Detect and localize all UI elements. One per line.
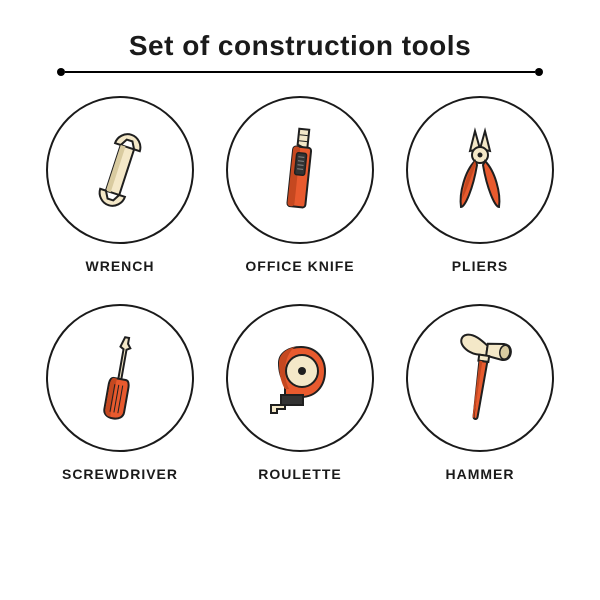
divider-dot-left bbox=[57, 68, 65, 76]
circle-wrench bbox=[46, 96, 194, 244]
infographic-page: Set of construction tools WRENCH bbox=[0, 0, 600, 600]
circle-screwdriver bbox=[46, 304, 194, 452]
label-wrench: WRENCH bbox=[86, 258, 155, 274]
divider-dot-right bbox=[535, 68, 543, 76]
office-knife-icon bbox=[245, 115, 355, 225]
label-pliers: PLIERS bbox=[452, 258, 509, 274]
hammer-icon bbox=[425, 323, 535, 433]
label-roulette: ROULETTE bbox=[258, 466, 341, 482]
screwdriver-icon bbox=[65, 323, 175, 433]
cell-pliers: PLIERS bbox=[406, 96, 554, 274]
cell-roulette: ROULETTE bbox=[226, 304, 374, 482]
cell-screwdriver: SCREWDRIVER bbox=[46, 304, 194, 482]
circle-pliers bbox=[406, 96, 554, 244]
tools-grid: WRENCH bbox=[40, 96, 560, 482]
label-screwdriver: SCREWDRIVER bbox=[62, 466, 178, 482]
divider-line bbox=[65, 71, 535, 73]
wrench-icon bbox=[65, 115, 175, 225]
title-divider bbox=[40, 68, 560, 76]
label-office-knife: OFFICE KNIFE bbox=[245, 258, 354, 274]
cell-hammer: HAMMER bbox=[406, 304, 554, 482]
pliers-icon bbox=[425, 115, 535, 225]
cell-wrench: WRENCH bbox=[46, 96, 194, 274]
label-hammer: HAMMER bbox=[446, 466, 515, 482]
circle-roulette bbox=[226, 304, 374, 452]
page-title: Set of construction tools bbox=[40, 30, 560, 62]
roulette-icon bbox=[245, 323, 355, 433]
circle-hammer bbox=[406, 304, 554, 452]
cell-office-knife: OFFICE KNIFE bbox=[226, 96, 374, 274]
circle-office-knife bbox=[226, 96, 374, 244]
